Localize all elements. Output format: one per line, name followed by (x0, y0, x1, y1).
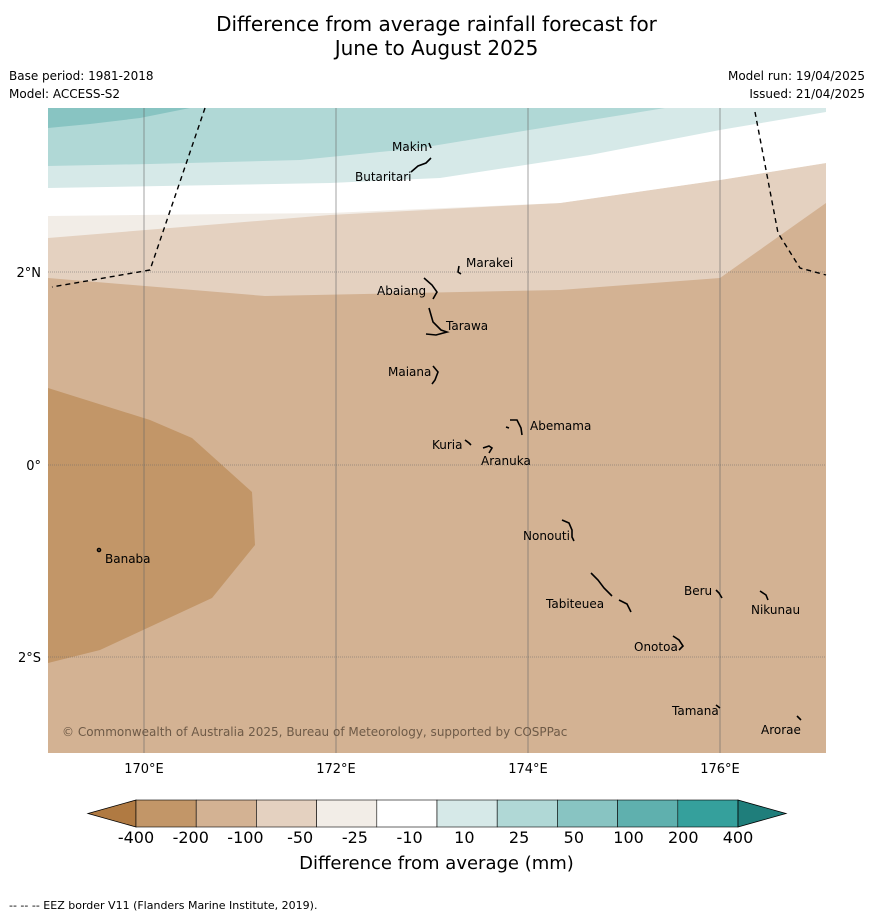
colorbar-tick-label: -200 (172, 828, 209, 847)
label-tarawa: Tarawa (445, 319, 488, 333)
island-abaiang (423, 277, 438, 300)
colorbar-tick-label: -50 (287, 828, 314, 847)
colorbar-tick-label: -100 (227, 828, 264, 847)
lon-label-174e: 174°E (508, 762, 548, 777)
islands (96, 142, 802, 721)
island-nonouti (561, 519, 575, 542)
label-nikunau: Nikunau (751, 603, 800, 617)
label-aranuka: Aranuka (481, 454, 531, 468)
label-makin: Makin (392, 140, 428, 154)
label-kuria: Kuria (432, 438, 463, 452)
eez-border-west (51, 107, 206, 288)
island-arorae (796, 715, 802, 721)
island-aranuka (482, 445, 494, 454)
lon-label-170e: 170°E (124, 762, 164, 777)
label-tabiteuea: Tabiteuea (545, 597, 604, 611)
island-labels: Makin Butaritari Marakei Abaiang Tarawa … (105, 140, 801, 737)
eez-footnote: -- -- -- EEZ border V11 (Flanders Marine… (9, 899, 318, 912)
eez-border (51, 107, 827, 288)
colorbar-segment (496, 799, 558, 828)
island-makin-butaritari (410, 142, 432, 173)
island-kuria (464, 439, 472, 446)
label-butaritari: Butaritari (355, 170, 412, 184)
colorbar-segment (376, 799, 438, 828)
island-tabiteuea (590, 572, 632, 613)
island-tamana (715, 704, 721, 709)
island-maiana (431, 365, 439, 385)
colorbar-title: Difference from average (mm) (299, 853, 574, 874)
label-onotoa: Onotoa (634, 640, 678, 654)
lon-label-176e: 176°E (700, 762, 740, 777)
label-banaba: Banaba (105, 552, 151, 566)
longitude-labels: 170°E 172°E 174°E 176°E (124, 762, 740, 777)
colorbar-tick-label: -25 (341, 828, 368, 847)
colorbar-segment (557, 799, 618, 828)
colorbar-extension-high (737, 799, 788, 828)
base-period: Base period: 1981-2018 (9, 69, 154, 83)
island-banaba (96, 547, 102, 553)
label-abaiang: Abaiang (377, 284, 426, 298)
colorbar-segment (436, 799, 498, 828)
chart-title: Difference from average rainfall forecas… (0, 12, 873, 60)
label-arorae: Arorae (761, 723, 801, 737)
model-run: Model run: 19/04/2025 (727, 69, 865, 83)
island-marakei (457, 265, 462, 275)
label-tamana: Tamana (671, 704, 719, 718)
copyright-notice: © Commonwealth of Australia 2025, Bureau… (62, 725, 567, 739)
colorbar-tick-label: 200 (667, 828, 699, 847)
meta-left: Base period: 1981-2018 Model: ACCESS-S2 (9, 67, 154, 103)
label-marakei: Marakei (466, 256, 513, 270)
colorbar-tick-label: 10 (454, 828, 475, 847)
colorbar-tick-label: 25 (508, 828, 530, 847)
island-tarawa (425, 307, 450, 336)
label-beru: Beru (684, 584, 712, 598)
rainfall-contours (48, 108, 826, 753)
colorbar-tick-label: 50 (563, 828, 584, 847)
graticule (48, 108, 826, 753)
colorbar-tick-label: -10 (396, 828, 423, 847)
lat-label-2s: 2°S (18, 651, 41, 666)
colorbar-segment (617, 799, 679, 828)
lat-label-2n: 2°N (17, 266, 42, 281)
band-minus-200 (48, 388, 255, 663)
colorbar-tick-label: 400 (722, 828, 754, 847)
issued-date: Issued: 21/04/2025 (749, 87, 865, 101)
island-onotoa (672, 635, 685, 651)
colorbar-tick-label: -400 (117, 828, 155, 847)
label-maiana: Maiana (388, 365, 431, 379)
meta-right: Model run: 19/04/2025 Issued: 21/04/2025 (728, 67, 865, 103)
latitude-labels: 2°N 0° 2°S (17, 266, 42, 666)
colorbar-extension-low (86, 799, 137, 828)
colorbar-tick-label: 100 (613, 828, 644, 847)
title-line-2: June to August 2025 (334, 36, 539, 60)
lon-label-172e: 172°E (316, 762, 356, 777)
colorbar (86, 799, 788, 828)
island-beru (715, 589, 723, 599)
colorbar-segment (316, 799, 378, 828)
title-line-1: Difference from average rainfall forecas… (216, 12, 657, 36)
label-nonouti: Nonouti (523, 529, 570, 543)
colorbar-segment (195, 799, 257, 828)
band-plus-25 (48, 108, 665, 166)
colorbar-segment (677, 799, 739, 828)
colorbar-segment (256, 799, 317, 828)
label-abemama: Abemama (530, 419, 591, 433)
island-abemama (505, 419, 523, 436)
lat-label-0: 0° (26, 459, 41, 474)
island-nikunau (759, 590, 769, 601)
model-name: Model: ACCESS-S2 (9, 87, 121, 101)
colorbar-segment (135, 799, 197, 828)
band-plus-50 (48, 108, 190, 128)
